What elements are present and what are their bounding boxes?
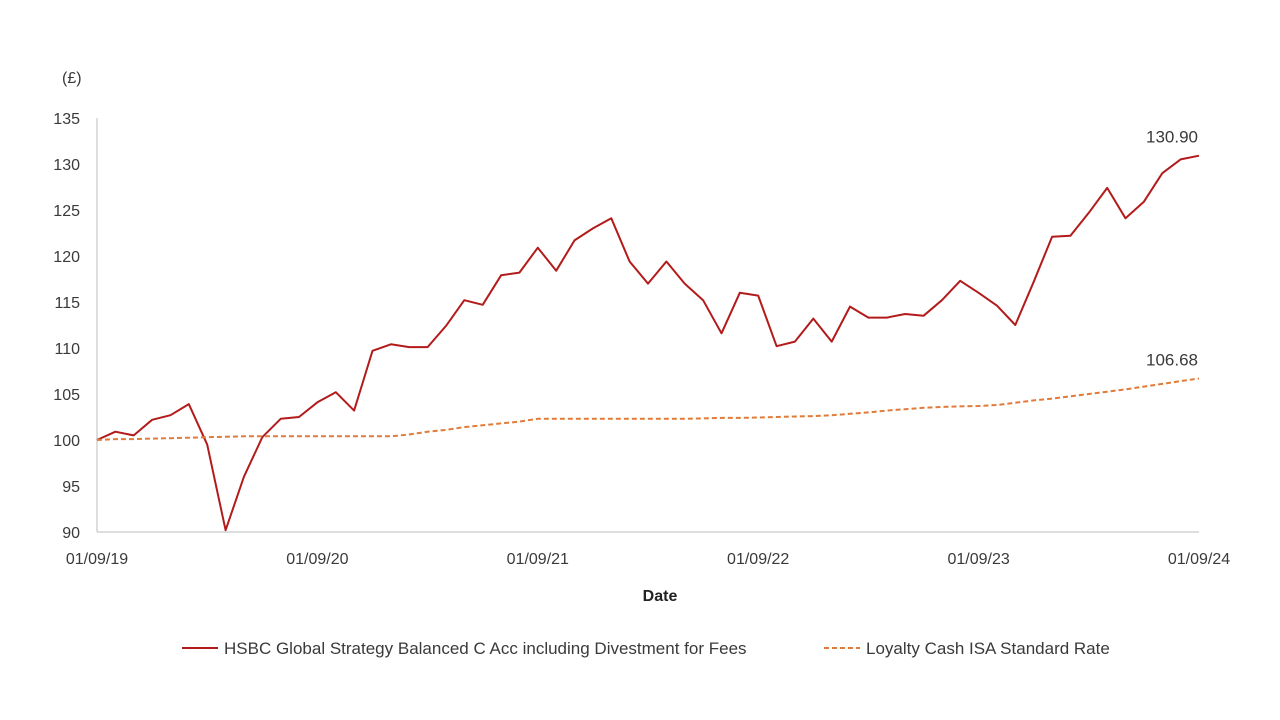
end-value-labels: 130.90 106.68 xyxy=(1146,128,1198,370)
x-tick-label: 01/09/20 xyxy=(286,551,348,568)
x-tick-label: 01/09/24 xyxy=(1168,551,1230,568)
x-tick-label: 01/09/19 xyxy=(66,551,128,568)
y-tick-label: 90 xyxy=(62,525,80,542)
end-value-label-0: 130.90 xyxy=(1146,128,1198,147)
y-tick-label: 130 xyxy=(53,157,80,174)
y-axis-ticks: 90 95 100 105 110 115 120 125 130 135 xyxy=(53,111,80,542)
x-axis-title: Date xyxy=(643,588,678,605)
series-line-0 xyxy=(96,154,1200,532)
series-line-1 xyxy=(96,377,1200,441)
x-axis-ticks: 01/09/19 01/09/20 01/09/21 01/09/22 01/09/23… xyxy=(66,551,1230,568)
y-tick-label: 115 xyxy=(54,295,80,312)
end-value-label-1: 106.68 xyxy=(1146,351,1198,370)
x-tick-label: 01/09/21 xyxy=(507,551,569,568)
series-lines xyxy=(96,154,1200,532)
legend: HSBC Global Strategy Balanced C Acc incl… xyxy=(182,639,1110,658)
y-tick-label: 95 xyxy=(62,479,80,496)
y-tick-label: 120 xyxy=(53,249,80,266)
y-tick-label: 105 xyxy=(53,387,80,404)
x-tick-label: 01/09/23 xyxy=(947,551,1009,568)
legend-label-fund: HSBC Global Strategy Balanced C Acc incl… xyxy=(224,639,747,658)
x-tick-label: 01/09/22 xyxy=(727,551,789,568)
y-axis-unit-label: (£) xyxy=(62,70,82,87)
y-tick-label: 100 xyxy=(53,433,80,450)
legend-label-cash-isa: Loyalty Cash ISA Standard Rate xyxy=(866,639,1110,658)
y-tick-label: 135 xyxy=(53,111,80,128)
y-tick-label: 125 xyxy=(53,203,80,220)
y-tick-label: 110 xyxy=(54,341,80,358)
